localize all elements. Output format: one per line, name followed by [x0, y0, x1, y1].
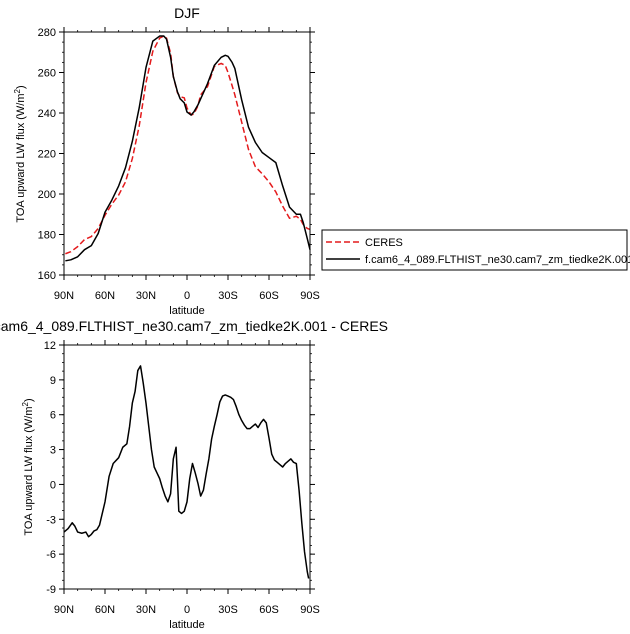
- bottom-y-tick-label: -3: [46, 514, 56, 526]
- bottom-y-tick-label: 6: [50, 410, 56, 422]
- top-x-tick-label: 30S: [218, 290, 238, 302]
- top-x-tick-label: 90S: [300, 290, 320, 302]
- top-x-tick-label: 0: [184, 290, 190, 302]
- top-series-line-model: [65, 35, 311, 262]
- top-y-tick-label: 240: [38, 108, 56, 120]
- legend-box: [321, 229, 628, 271]
- top-series: [65, 35, 311, 262]
- bottom-x-tick-label: 30N: [136, 604, 156, 616]
- top-x-tick-label: 60S: [259, 290, 279, 302]
- top-plot-frame: [63, 31, 311, 276]
- top-y-tick-label: 200: [38, 189, 56, 201]
- top-title: DJF: [174, 5, 200, 21]
- bottom-y-tick-label: -9: [46, 584, 56, 596]
- top-y-axis-label: TOA upward LW flux (W/m2): [13, 85, 27, 222]
- top-y-tick-label: 160: [38, 270, 56, 282]
- legend-label-model: f.cam6_4_089.FLTHIST_ne30.cam7_zm_tiedke…: [365, 254, 630, 266]
- bottom-y-tick-label: 12: [44, 340, 56, 352]
- bottom-y-axis-label: TOA upward LW flux (W/m2): [21, 398, 35, 535]
- top-x-ticks: 90N 60N 30N 0 30S 60S 90S: [54, 27, 320, 302]
- top-y-tick-label: 220: [38, 149, 56, 161]
- bottom-y-ticks: -9 -6 -3 0 3 6 9 12: [44, 340, 315, 596]
- bottom-x-tick-label: 90S: [300, 604, 320, 616]
- top-y-tick-label: 280: [38, 27, 56, 39]
- top-x-tick-label: 90N: [54, 290, 74, 302]
- top-x-tick-label: 60N: [95, 290, 115, 302]
- bottom-y-tick-label: 3: [50, 445, 56, 457]
- bottom-series-line-difference: [63, 365, 310, 579]
- bottom-x-tick-label: 30S: [218, 604, 238, 616]
- legend: CERES f.cam6_4_089.FLTHIST_ne30.cam7_zm_…: [321, 229, 630, 271]
- bottom-y-tick-label: 0: [50, 479, 56, 491]
- bottom-y-tick-label: -6: [46, 549, 56, 561]
- bottom-x-tick-label: 90N: [54, 604, 74, 616]
- top-panel: DJF 160 180 200 220 240 260 280 90N 60N 30N 0 30S 6…: [13, 5, 320, 317]
- bottom-plot-frame: [63, 344, 311, 590]
- top-y-ticks: 160 180 200 220 240 260 280: [38, 27, 315, 282]
- bottom-x-axis-label: latitude: [169, 619, 204, 631]
- bottom-x-tick-label: 60N: [95, 604, 115, 616]
- bottom-x-ticks: 90N 60N 30N 0 30S 60S 90S: [54, 340, 320, 616]
- bottom-y-tick-label: 9: [50, 375, 56, 387]
- bottom-title: f.cam6_4_089.FLTHIST_ne30.cam7_zm_tiedke…: [0, 318, 388, 334]
- top-y-tick-label: 180: [38, 230, 56, 242]
- bottom-panel: f.cam6_4_089.FLTHIST_ne30.cam7_zm_tiedke…: [0, 318, 388, 631]
- top-x-tick-label: 30N: [136, 290, 156, 302]
- top-y-tick-label: 260: [38, 68, 56, 80]
- bottom-x-tick-label: 0: [184, 604, 190, 616]
- bottom-x-tick-label: 60S: [259, 604, 279, 616]
- bottom-series: [63, 365, 310, 579]
- legend-label-ceres: CERES: [365, 237, 403, 249]
- top-x-axis-label: latitude: [169, 305, 204, 317]
